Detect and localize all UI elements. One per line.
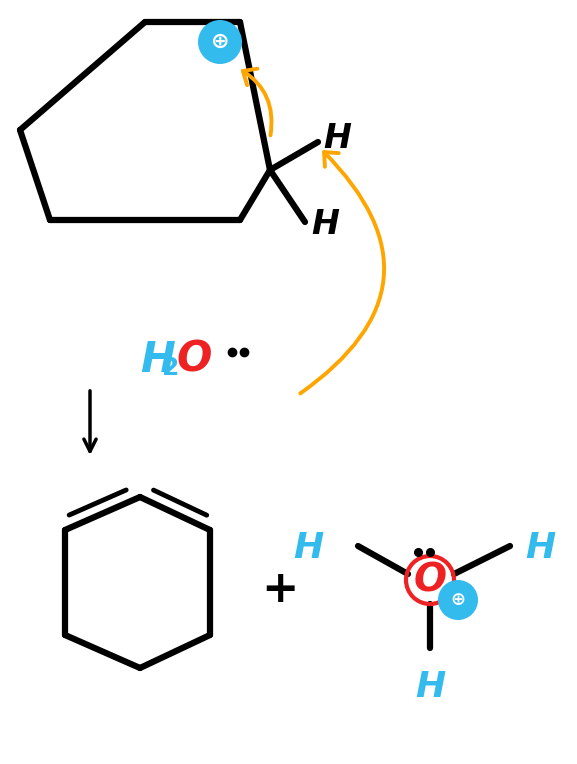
Text: ⊕: ⊕ bbox=[211, 32, 229, 52]
Circle shape bbox=[438, 580, 478, 620]
Text: H: H bbox=[293, 531, 323, 565]
Text: 2: 2 bbox=[162, 356, 179, 380]
Circle shape bbox=[198, 20, 242, 64]
FancyArrowPatch shape bbox=[243, 69, 272, 135]
Text: H: H bbox=[415, 670, 445, 704]
Text: H: H bbox=[525, 531, 555, 565]
Text: H: H bbox=[140, 339, 175, 381]
Text: O: O bbox=[176, 339, 211, 381]
Text: ⊕: ⊕ bbox=[451, 591, 466, 609]
Text: H: H bbox=[311, 208, 339, 241]
Text: O: O bbox=[414, 561, 447, 599]
FancyArrowPatch shape bbox=[300, 152, 384, 393]
Text: H: H bbox=[323, 121, 351, 154]
Text: +: + bbox=[261, 568, 299, 611]
